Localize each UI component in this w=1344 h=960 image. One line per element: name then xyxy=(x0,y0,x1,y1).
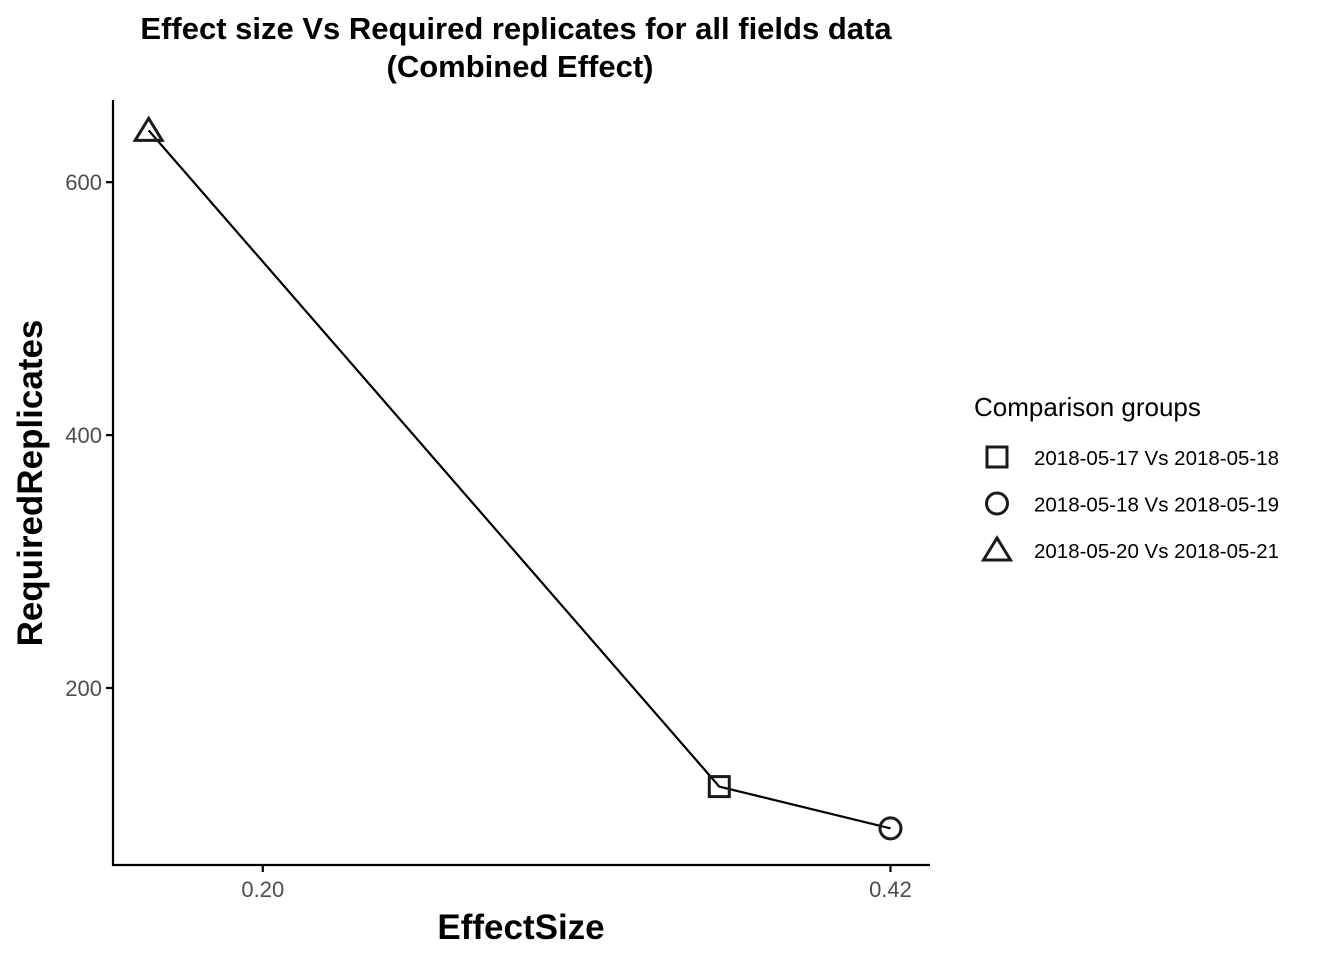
legend-label: 2018-05-18 Vs 2018-05-19 xyxy=(1034,494,1279,517)
data-point-square xyxy=(707,775,731,799)
x-tick-label: 0.20 xyxy=(241,877,284,902)
legend-key-triangle xyxy=(980,535,1014,562)
data-point-triangle xyxy=(132,115,165,142)
legend: Comparison groups 2018-05-17 Vs 2018-05-… xyxy=(974,392,1279,563)
y-axis-ticks: 200 400 600 xyxy=(65,170,113,701)
y-axis-title: RequiredReplicates xyxy=(11,320,50,647)
y-tick-label: 600 xyxy=(65,170,102,195)
data-point-circle xyxy=(878,816,903,841)
legend-items: 2018-05-17 Vs 2018-05-18 2018-05-18 Vs 20… xyxy=(980,445,1279,563)
legend-label: 2018-05-17 Vs 2018-05-18 xyxy=(1034,447,1279,470)
legend-key-square xyxy=(985,445,1009,469)
y-tick-label: 200 xyxy=(65,676,102,701)
legend-title: Comparison groups xyxy=(974,392,1201,422)
x-tick-label: 0.42 xyxy=(869,877,912,902)
x-axis-title: EffectSize xyxy=(437,908,604,947)
plot-area: 200 400 600 0.20 0.42 xyxy=(65,100,930,902)
legend-key-circle xyxy=(985,491,1009,516)
legend-label: 2018-05-20 Vs 2018-05-21 xyxy=(1034,540,1279,563)
y-tick-label: 400 xyxy=(65,423,102,448)
data-points xyxy=(132,115,903,841)
series-line xyxy=(147,129,891,830)
chart-title: Effect size Vs Required replicates for a… xyxy=(140,11,892,46)
chart-subtitle: (Combined Effect) xyxy=(387,49,654,84)
x-axis-ticks: 0.20 0.42 xyxy=(241,865,912,902)
